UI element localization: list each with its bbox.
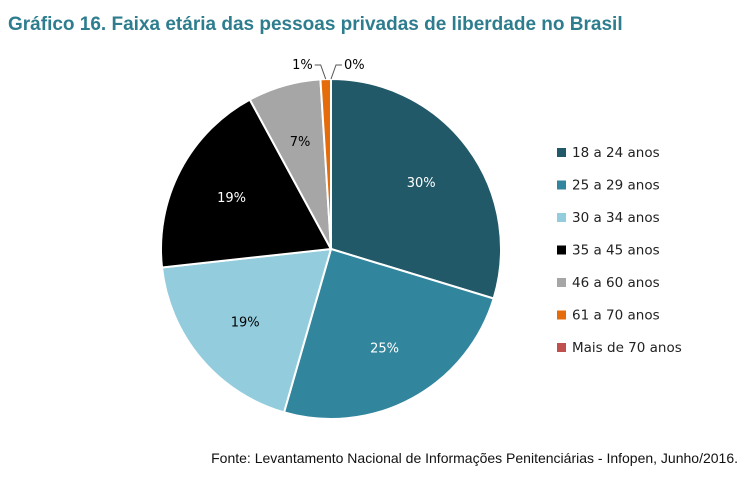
legend-label-61-a-70-anos: 61 a 70 anos (572, 308, 660, 324)
slice-label-46-a-60-anos: 7% (290, 135, 311, 150)
legend-swatch-mais-de-70-anos (557, 343, 566, 352)
pie-slice-18-a-24-anos (330, 77, 502, 300)
legend-label-30-a-34-anos: 30 a 34 anos (572, 210, 660, 226)
legend-swatch-35-a-45-anos (557, 245, 566, 255)
legend-swatch-25-a-29-anos (557, 180, 566, 190)
legend-label-35-a-45-anos: 35 a 45 anos (572, 243, 660, 259)
legend-swatch-61-a-70-anos (557, 310, 566, 320)
legend-label-25-a-29-anos: 25 a 29 anos (572, 178, 660, 194)
slice-label-35-a-45-anos: 19% (217, 191, 246, 206)
slice-label-18-a-24-anos: 30% (407, 176, 436, 191)
pie-slices (160, 77, 502, 420)
legend: 18 a 24 anos 25 a 29 anos 30 a 34 anos 35 a… (557, 145, 682, 356)
leader-line-61-a-70-anos (314, 64, 327, 80)
slice-label-30-a-34-anos: 19% (231, 315, 260, 330)
legend-swatch-30-a-34-anos (557, 213, 566, 222)
source-note: Fonte: Levantamento Nacional de Informaç… (211, 450, 738, 466)
slice-label-25-a-29-anos: 25% (370, 342, 399, 357)
chart-title: Gráfico 16. Faixa etária das pessoas pri… (8, 14, 623, 35)
legend-label-mais-de-70-anos: Mais de 70 anos (572, 340, 682, 356)
pie-slice-25-a-29-anos (282, 247, 495, 420)
legend-label-18-a-24-anos: 18 a 24 anos (572, 145, 660, 161)
legend-label-46-a-60-anos: 46 a 60 anos (572, 275, 660, 291)
pie-slice-30-a-34-anos (160, 247, 333, 414)
pie-slice-35-a-45-anos (160, 98, 333, 269)
legend-swatch-46-a-60-anos (557, 278, 566, 287)
slice-label-61-a-70-anos: 1% (292, 58, 313, 73)
slice-labels: 30% 25% 19% 19% 7% 1% 0% (217, 58, 436, 357)
slice-label-mais-de-70-anos: 0% (344, 58, 365, 73)
legend-swatch-18-a-24-anos (557, 148, 566, 157)
leader-line-mais-de-70-anos (330, 64, 342, 80)
